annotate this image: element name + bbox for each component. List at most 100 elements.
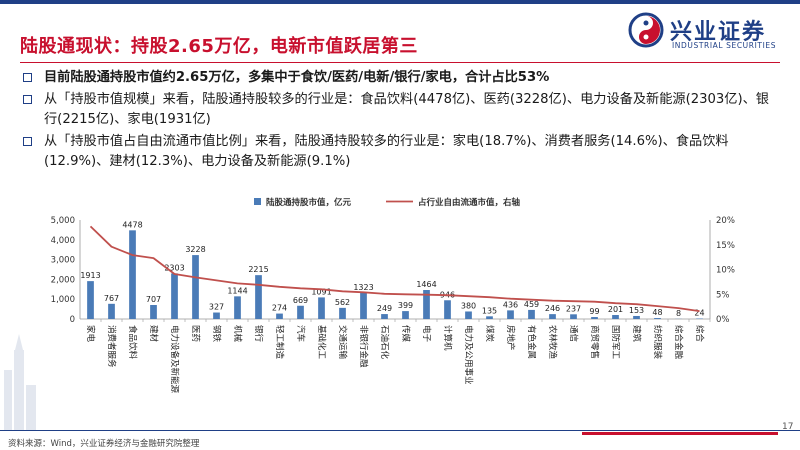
bar bbox=[465, 311, 472, 319]
bar bbox=[444, 300, 451, 319]
x-category-label: 商贸零售 bbox=[589, 325, 600, 359]
bar bbox=[255, 275, 262, 319]
bar bbox=[402, 311, 409, 319]
bar-value-label: 249 bbox=[377, 304, 392, 313]
bar bbox=[213, 312, 220, 319]
bullet-text: 从「持股市值规模」来看，陆股通持股较多的行业是：食品饮料(4478亿)、医药(3… bbox=[44, 92, 769, 127]
holdings-chart: 陆股通持股市值，亿元 占行业自由流通市值，右轴 0 1,000 2,000 3,000 4,… bbox=[51, 197, 735, 394]
bar-value-label: 4478 bbox=[122, 220, 142, 229]
x-category-label: 综合 bbox=[694, 325, 705, 343]
x-category-label: 基础化工 bbox=[316, 325, 327, 360]
x-category-label: 电力及公用事业 bbox=[463, 325, 474, 385]
x-category-label: 农林牧渔 bbox=[547, 325, 558, 360]
y-right-tick-label: 10% bbox=[716, 266, 735, 276]
bar-value-label: 24 bbox=[694, 309, 704, 318]
bar-value-label: 380 bbox=[461, 301, 476, 310]
x-category-label: 非银行金融 bbox=[358, 325, 369, 368]
y-left-tick-label: 0 bbox=[70, 315, 75, 325]
logo-mark-icon bbox=[628, 12, 664, 48]
x-category-label: 食品饮料 bbox=[127, 325, 138, 360]
x-category-label: 煤炭 bbox=[484, 325, 495, 343]
bar bbox=[612, 315, 619, 319]
bar bbox=[192, 255, 199, 319]
x-category-label: 消费者服务 bbox=[106, 325, 117, 368]
city-skyline-watermark-icon bbox=[4, 334, 36, 430]
checkbox-bullet-icon bbox=[23, 137, 32, 146]
slide-title: 陆股通现状：持股2.65万亿，电新市值跃居第三 bbox=[20, 36, 418, 57]
legend-bar-label: 陆股通持股市值，亿元 bbox=[266, 197, 352, 208]
x-category-label: 综合金融 bbox=[673, 325, 684, 360]
y-right-tick-label: 5% bbox=[716, 290, 730, 300]
bar bbox=[339, 307, 346, 319]
bar bbox=[633, 315, 640, 319]
bar bbox=[150, 305, 157, 319]
x-category-label: 房地产 bbox=[505, 325, 516, 351]
y-right-tick-label: 0% bbox=[716, 315, 730, 325]
bullet-item: 目前陆股通持股市值约2.65万亿，多集中于食饮/医药/电新/银行/家电，合计占比… bbox=[22, 68, 782, 88]
x-category-label: 家电 bbox=[85, 325, 96, 343]
bar bbox=[297, 305, 304, 319]
bar-value-label: 246 bbox=[545, 304, 560, 313]
x-category-label: 电力设备及新能源 bbox=[169, 325, 180, 394]
bar bbox=[129, 230, 136, 319]
bar-value-label: 153 bbox=[629, 306, 644, 315]
bullet-text: 从「持股市值占自由流通市值比例」来看，陆股通持股较多的行业是：家电(18.7%)… bbox=[44, 134, 729, 169]
bar bbox=[570, 314, 577, 319]
top-accent-bar bbox=[0, 0, 800, 4]
x-category-label: 机械 bbox=[232, 325, 243, 343]
y-right-tick-label: 15% bbox=[716, 241, 735, 251]
y-left-tick-label: 1,000 bbox=[51, 295, 75, 305]
bar-value-label: 669 bbox=[293, 296, 308, 305]
y-left-tick-label: 2,000 bbox=[51, 275, 75, 285]
bar-value-label: 1144 bbox=[227, 286, 247, 295]
x-category-label: 通信 bbox=[568, 325, 579, 343]
legend-line-label: 占行业自由流通市值，右轴 bbox=[418, 197, 521, 208]
bar bbox=[87, 281, 94, 319]
x-category-label: 银行 bbox=[253, 325, 264, 343]
share-line-series bbox=[89, 225, 700, 312]
bar-value-label: 8 bbox=[676, 309, 681, 318]
bar-value-label: 327 bbox=[209, 303, 224, 312]
bar bbox=[108, 303, 115, 319]
bar-value-label: 399 bbox=[398, 301, 413, 310]
bar bbox=[234, 296, 241, 319]
bar bbox=[486, 316, 493, 319]
bar-value-label: 1464 bbox=[416, 280, 436, 289]
company-logo: 兴业证券 INDUSTRIAL SECURITIES bbox=[628, 10, 793, 54]
bar-value-label: 2303 bbox=[164, 263, 184, 272]
bar bbox=[381, 314, 388, 319]
x-category-label: 交通运输 bbox=[337, 325, 348, 360]
checkbox-bullet-icon bbox=[23, 73, 32, 82]
bar bbox=[318, 297, 325, 319]
bar-value-label: 1091 bbox=[311, 287, 331, 296]
bar-value-label: 707 bbox=[146, 295, 161, 304]
bar bbox=[654, 318, 661, 319]
x-category-label: 国防军工 bbox=[610, 325, 621, 360]
bar bbox=[171, 273, 178, 319]
bar-value-label: 99 bbox=[589, 307, 599, 316]
x-category-label: 电子 bbox=[421, 325, 432, 343]
legend-bar-swatch bbox=[254, 198, 261, 205]
bar-value-label: 274 bbox=[272, 304, 287, 313]
bullet-item: 从「持股市值占自由流通市值比例」来看，陆股通持股较多的行业是：家电(18.7%)… bbox=[22, 132, 782, 172]
bar bbox=[423, 290, 430, 319]
x-category-label: 医药 bbox=[190, 325, 201, 342]
footer-divider bbox=[0, 430, 800, 431]
y-right-tick-label: 20% bbox=[716, 216, 735, 226]
bar bbox=[276, 313, 283, 319]
x-category-label: 建材 bbox=[148, 325, 159, 343]
page-number: 17 bbox=[782, 422, 794, 432]
x-category-label: 汽车 bbox=[295, 325, 306, 342]
footer-accent-bar bbox=[582, 432, 778, 435]
bar-value-label: 3228 bbox=[185, 245, 205, 254]
bar bbox=[591, 317, 598, 319]
bar-value-label: 201 bbox=[608, 305, 623, 314]
checkbox-bullet-icon bbox=[23, 95, 32, 104]
bar-value-label: 237 bbox=[566, 304, 581, 313]
x-category-label: 传媒 bbox=[400, 325, 411, 343]
y-left-tick-label: 4,000 bbox=[51, 236, 75, 246]
bar-value-label: 48 bbox=[652, 308, 662, 317]
bar bbox=[360, 292, 367, 319]
y-left-tick-label: 5,000 bbox=[51, 216, 75, 226]
x-category-label: 纺织服装 bbox=[652, 325, 663, 360]
